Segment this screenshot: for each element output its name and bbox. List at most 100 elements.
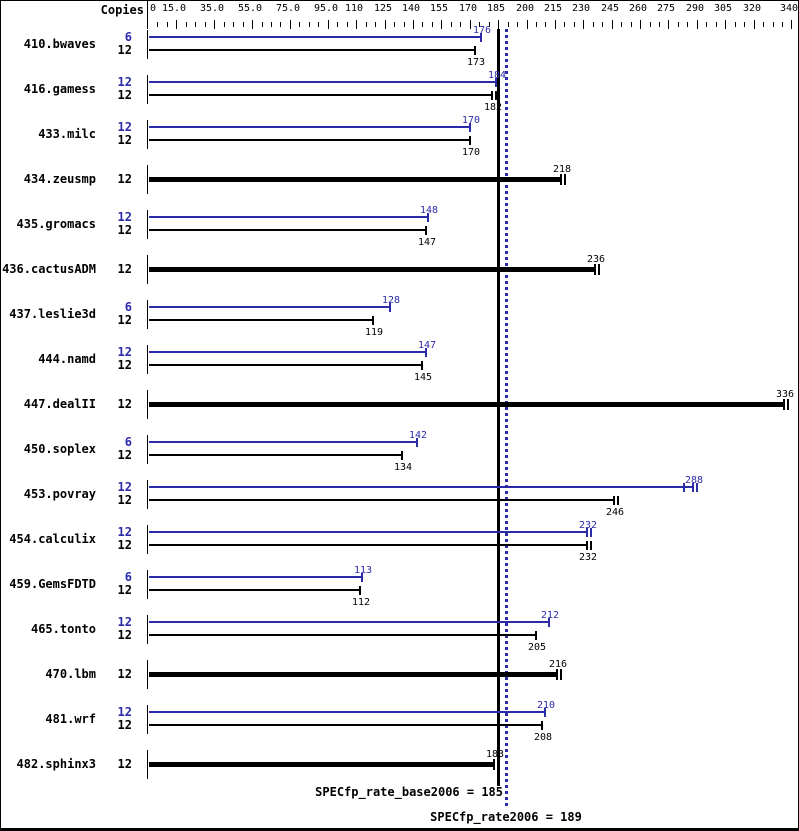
- peak-bar: [149, 441, 418, 443]
- peak-bar: [149, 576, 363, 578]
- axis-tick-label: 245: [600, 3, 620, 14]
- copies-value: 12: [117, 615, 132, 629]
- bar-end-cap: [541, 721, 543, 730]
- base-metric-label: SPECfp_rate_base2006 = 185: [315, 785, 503, 799]
- row-axis-stub: [147, 615, 148, 644]
- axis-tick-label: 140: [401, 3, 421, 14]
- bar-value-label: 336: [775, 389, 795, 400]
- y-axis-line: [147, 1, 148, 29]
- bar-end-cap: [586, 528, 588, 537]
- benchmark-label: 453.povray: [23, 487, 96, 501]
- axis-major-tick: [668, 20, 669, 29]
- bar-end-cap: [556, 669, 558, 680]
- axis-major-tick: [725, 20, 726, 29]
- axis-major-tick: [697, 20, 698, 29]
- bar-value-label: 113: [353, 565, 373, 576]
- bar-value-label: 142: [408, 430, 428, 441]
- base-bar: [149, 402, 785, 407]
- axis-major-tick: [612, 20, 613, 29]
- axis-major-tick: [640, 20, 641, 29]
- row-axis-stub: [147, 300, 148, 329]
- peak-bar: [149, 81, 497, 83]
- benchmark-label: 454.calculix: [9, 532, 96, 546]
- base-bar: [149, 724, 543, 726]
- copies-value: 12: [117, 480, 132, 494]
- benchmark-label: 459.GemsFDTD: [9, 577, 96, 591]
- bar-value-label: 246: [605, 507, 625, 518]
- benchmark-label: 434.zeusmp: [23, 172, 96, 186]
- bar-value-label: 232: [578, 520, 598, 531]
- copies-value: 12: [117, 718, 132, 732]
- copies-value: 12: [117, 223, 132, 237]
- peak-bar: [149, 36, 482, 38]
- base-bar: [149, 49, 476, 51]
- axis-tick-label: 35.0: [199, 3, 225, 14]
- axis-tick-label: 320: [742, 3, 762, 14]
- axis-tick-label: 215: [543, 3, 563, 14]
- bar-end-cap: [560, 174, 562, 185]
- benchmark-label: 433.milc: [38, 127, 96, 141]
- axis-tick-label: 155: [429, 3, 449, 14]
- bar-end-cap: [425, 226, 427, 235]
- axis-minor-tick: [318, 22, 319, 27]
- bar-value-label: 218: [552, 164, 572, 175]
- axis-minor-tick: [432, 22, 433, 27]
- base-bar: [149, 94, 493, 96]
- axis-minor-tick: [744, 22, 745, 27]
- axis-minor-tick: [195, 22, 196, 27]
- row-axis-stub: [147, 435, 148, 464]
- row-axis-stub: [147, 165, 148, 194]
- axis-minor-tick: [678, 22, 679, 27]
- axis-major-tick: [252, 20, 253, 29]
- row-axis-stub: [147, 705, 148, 734]
- axis-minor-tick: [782, 22, 783, 27]
- axis-tick-label: 340: [779, 3, 799, 14]
- peak-bar: [149, 306, 391, 308]
- axis-minor-tick: [233, 22, 234, 27]
- axis-minor-tick: [422, 22, 423, 27]
- base-bar: [149, 589, 361, 591]
- base-bar: [149, 762, 495, 767]
- bar-end-cap: [564, 174, 566, 185]
- axis-minor-tick: [309, 22, 310, 27]
- bar-end-cap: [598, 264, 600, 275]
- copies-value: 12: [117, 88, 132, 102]
- axis-minor-tick: [659, 22, 660, 27]
- bar-value-label: 128: [381, 295, 401, 306]
- bar-end-cap: [480, 33, 482, 42]
- row-axis-stub: [147, 570, 148, 599]
- bar-value-label: 173: [466, 57, 486, 68]
- axis-minor-tick: [243, 22, 244, 27]
- bar-end-cap: [401, 451, 403, 460]
- copies-value: 12: [117, 493, 132, 507]
- copies-value: 12: [117, 133, 132, 147]
- base-bar: [149, 177, 562, 182]
- bar-value-label: 112: [351, 597, 371, 608]
- peak-bar: [149, 126, 471, 128]
- base-bar: [149, 267, 596, 272]
- copies-value: 12: [117, 538, 132, 552]
- row-axis-stub: [147, 480, 148, 509]
- bar-value-label: 216: [548, 659, 568, 670]
- copies-value: 12: [117, 667, 132, 681]
- row-axis-stub: [147, 30, 148, 59]
- copies-value: 12: [117, 448, 132, 462]
- axis-minor-tick: [687, 22, 688, 27]
- bar-run-mark: [683, 483, 685, 492]
- copies-value: 6: [124, 435, 132, 449]
- copies-value: 6: [124, 570, 132, 584]
- row-axis-stub: [147, 75, 148, 104]
- base-bar: [149, 454, 403, 456]
- benchmark-label: 436.cactusADM: [2, 262, 96, 276]
- peak-bar: [149, 486, 694, 488]
- bar-end-cap: [617, 496, 619, 505]
- copies-value: 12: [117, 583, 132, 597]
- copies-value: 6: [124, 300, 132, 314]
- bar-end-cap: [491, 91, 493, 100]
- bar-end-cap: [427, 213, 429, 222]
- peak-reference-line: [505, 29, 508, 808]
- bar-end-cap: [425, 348, 427, 357]
- axis-minor-tick: [479, 22, 480, 27]
- axis-tick-label: 230: [571, 3, 591, 14]
- copies-value: 12: [117, 628, 132, 642]
